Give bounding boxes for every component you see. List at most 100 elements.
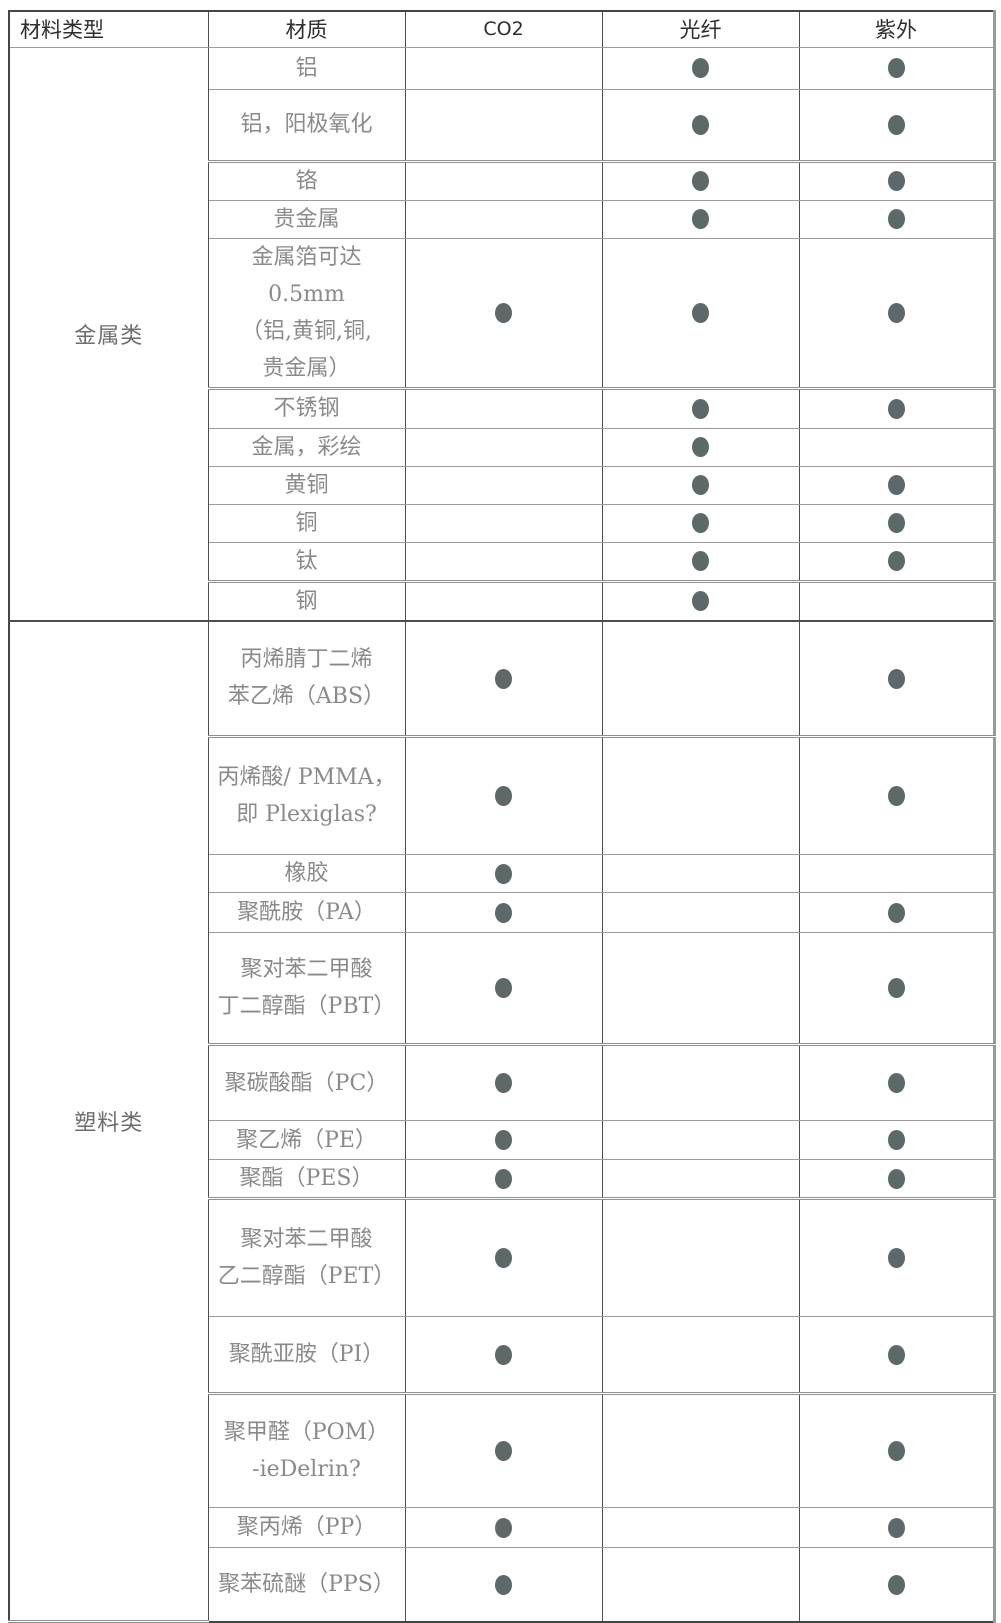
material-cell: 铝，阳极氧化 — [207, 88, 406, 163]
table-row: 塑料类 丙烯腈丁二烯 苯乙烯（ABS） — [8, 619, 995, 1623]
table-row: 丙烯酸/ PMMA， 即 Plexiglas? — [9, 736, 995, 855]
co2-cell — [404, 1316, 603, 1395]
material-cell: 铬 — [207, 160, 406, 201]
fiber-cell — [601, 1198, 800, 1317]
table-row: 橡胶 — [9, 854, 995, 893]
material-cell: 聚对苯二甲酸 乙二醇酯（PET） — [207, 1198, 406, 1317]
dot-icon — [495, 1517, 512, 1538]
fiber-cell — [601, 580, 800, 621]
dot-icon — [495, 302, 512, 323]
co2-cell — [404, 736, 603, 855]
dot-icon — [887, 668, 905, 689]
table-row: 聚酯（PES） — [9, 1159, 995, 1200]
uv-cell — [798, 541, 995, 583]
co2-cell — [404, 1198, 603, 1317]
co2-cell — [404, 160, 603, 201]
dot-icon — [887, 513, 905, 534]
dot-icon — [887, 902, 905, 923]
fiber-cell — [601, 503, 800, 543]
fiber-cell — [601, 465, 800, 505]
material-cell: 金属箔可达 0.5mm （铝,黄铜,铜, 贵金属） — [207, 237, 406, 390]
fiber-cell — [601, 427, 800, 467]
material-cell: 聚苯硫醚（PPS） — [207, 1547, 406, 1622]
dot-icon — [495, 902, 512, 923]
material-cell: 铜 — [207, 503, 406, 543]
header-uv: 紫外 — [798, 10, 995, 48]
material-cell: 橡胶 — [207, 854, 406, 893]
dot-icon — [887, 1168, 905, 1189]
header-material-type: 材料类型 — [8, 10, 209, 48]
header-row: 材料类型 材质 CO2 光纤 紫外 — [8, 10, 995, 48]
fiber-cell — [601, 1393, 800, 1508]
dot-icon — [495, 1248, 512, 1269]
co2-cell — [404, 541, 603, 583]
uv-cell — [798, 237, 995, 390]
co2-cell — [404, 46, 603, 90]
co2-cell — [404, 580, 603, 621]
dot-icon — [887, 475, 905, 496]
table-row: 聚对苯二甲酸 乙二醇酯（PET） — [9, 1198, 995, 1317]
co2-cell — [404, 892, 603, 933]
uv-cell — [798, 387, 995, 429]
uv-cell — [798, 932, 995, 1046]
table-row: 钛 — [9, 541, 995, 583]
fiber-cell — [601, 1044, 800, 1121]
material-cell: 聚碳酸酯（PC） — [207, 1044, 406, 1121]
fiber-cell — [601, 854, 800, 893]
co2-cell — [404, 1547, 603, 1622]
material-cell: 铝 — [207, 46, 406, 90]
dot-icon — [495, 1574, 512, 1595]
uv-cell — [798, 892, 995, 933]
co2-cell — [404, 1044, 603, 1121]
table-row: 聚乙烯（PE） — [9, 1120, 995, 1160]
material-cell: 聚酰亚胺（PI） — [207, 1316, 406, 1395]
dot-icon — [692, 114, 709, 135]
dot-icon — [692, 209, 709, 230]
uv-cell — [798, 1044, 995, 1121]
material-cell: 聚丙烯（PP） — [207, 1507, 406, 1548]
fiber-cell — [601, 1316, 800, 1395]
uv-cell — [798, 427, 995, 467]
group-label: 塑料类 — [8, 619, 209, 1623]
fiber-cell — [601, 619, 800, 738]
dot-icon — [887, 114, 905, 135]
uv-cell — [798, 1393, 995, 1508]
uv-cell — [798, 1316, 995, 1395]
dot-icon — [887, 1517, 905, 1538]
dot-icon — [495, 1073, 512, 1094]
material-cell: 钢 — [207, 580, 406, 621]
dot-icon — [887, 551, 905, 572]
co2-cell — [404, 237, 603, 390]
dot-icon — [495, 786, 512, 807]
fiber-cell — [601, 932, 800, 1046]
table-header: 材料类型 材质 CO2 光纤 紫外 — [8, 10, 995, 48]
table-row: 不锈钢 — [9, 387, 995, 429]
header-co2: CO2 — [404, 10, 603, 48]
co2-cell — [404, 1159, 603, 1200]
dot-icon — [887, 1073, 905, 1094]
material-cell: 聚对苯二甲酸 丁二醇酯（PBT） — [207, 932, 406, 1046]
dot-icon — [887, 398, 905, 419]
co2-cell — [404, 503, 603, 543]
table-row: 聚酰亚胺（PI） — [9, 1316, 995, 1395]
material-cell: 聚酰胺（PA） — [207, 892, 406, 933]
dot-icon — [692, 591, 709, 612]
dot-icon — [692, 437, 709, 458]
material-cell: 聚甲醛（POM） -ieDelrin? — [207, 1393, 406, 1508]
dot-icon — [692, 398, 709, 419]
fiber-cell — [601, 1507, 800, 1548]
dot-icon — [692, 551, 709, 572]
co2-cell — [404, 465, 603, 505]
fiber-cell — [601, 237, 800, 390]
dot-icon — [887, 1248, 905, 1269]
fiber-cell — [601, 88, 800, 163]
material-cell: 丙烯酸/ PMMA， 即 Plexiglas? — [207, 736, 406, 855]
dot-icon — [887, 1441, 905, 1462]
uv-cell — [798, 619, 995, 738]
co2-cell — [404, 932, 603, 1046]
co2-cell — [404, 88, 603, 163]
material-cell: 聚乙烯（PE） — [207, 1120, 406, 1160]
material-cell: 钛 — [207, 541, 406, 583]
dot-icon — [887, 786, 905, 807]
